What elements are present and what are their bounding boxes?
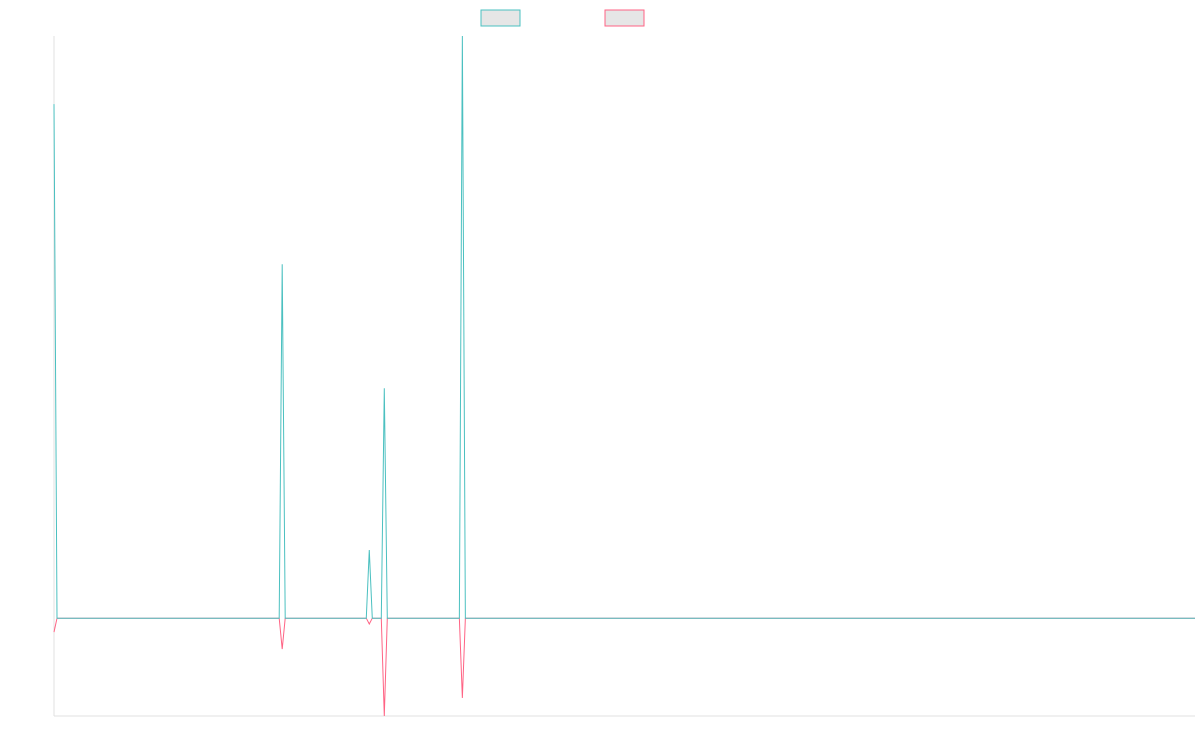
series-line — [53, 617, 1195, 717]
legend-swatch — [480, 9, 521, 27]
series-line — [53, 35, 1195, 619]
legend-swatch — [604, 9, 645, 27]
